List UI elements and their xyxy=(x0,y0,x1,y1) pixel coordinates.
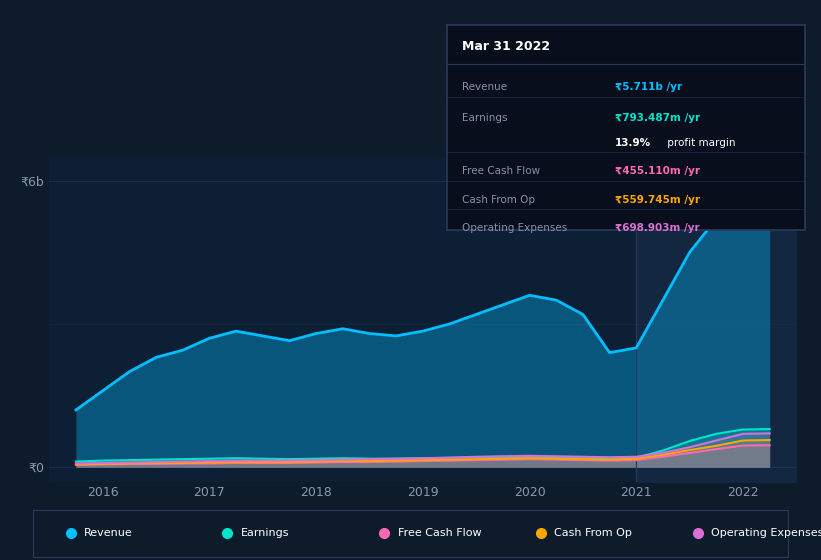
Text: Revenue: Revenue xyxy=(85,529,133,538)
Text: Earnings: Earnings xyxy=(241,529,290,538)
Text: Cash From Op: Cash From Op xyxy=(554,529,632,538)
Text: 13.9%: 13.9% xyxy=(615,138,651,148)
Text: ₹559.745m /yr: ₹559.745m /yr xyxy=(615,195,700,205)
Text: Mar 31 2022: Mar 31 2022 xyxy=(461,40,550,53)
Text: Free Cash Flow: Free Cash Flow xyxy=(461,166,540,176)
Text: Operating Expenses: Operating Expenses xyxy=(461,223,567,234)
Text: ₹5.711b /yr: ₹5.711b /yr xyxy=(615,82,682,92)
Text: Cash From Op: Cash From Op xyxy=(461,195,534,205)
Text: Earnings: Earnings xyxy=(461,113,507,123)
Text: profit margin: profit margin xyxy=(663,138,735,148)
Text: Free Cash Flow: Free Cash Flow xyxy=(397,529,481,538)
Text: Operating Expenses: Operating Expenses xyxy=(711,529,821,538)
Text: ₹793.487m /yr: ₹793.487m /yr xyxy=(615,113,700,123)
Text: ₹455.110m /yr: ₹455.110m /yr xyxy=(615,166,700,176)
Text: ₹698.903m /yr: ₹698.903m /yr xyxy=(615,223,700,234)
Text: Revenue: Revenue xyxy=(461,82,507,92)
